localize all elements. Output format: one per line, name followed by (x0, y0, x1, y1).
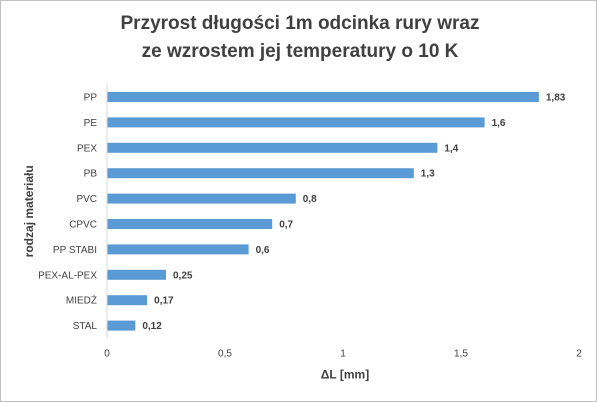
bar-miedź (107, 295, 148, 306)
chart-title: Przyrost długości 1m odcinka rury wraz ze… (60, 10, 540, 66)
y-axis-label: rodzaj materiału (22, 165, 36, 257)
data-label: 0,17 (154, 296, 174, 307)
category-label: PB (84, 169, 98, 180)
x-tick-label: 1,5 (454, 348, 468, 359)
category-label: PVC (76, 194, 97, 205)
data-label: 1,4 (444, 143, 458, 154)
data-label: 1,3 (421, 169, 435, 180)
chart-title-line: Przyrost długości 1m odcinka rury wraz (120, 13, 480, 34)
category-label: PEX (77, 143, 97, 154)
data-label: 0,25 (173, 270, 193, 281)
bar-pb (107, 168, 414, 179)
x-tick-label: 1 (340, 348, 346, 359)
x-tick-label: 0 (104, 348, 110, 359)
category-label: PE (84, 118, 98, 129)
category-label: MIEDŹ (66, 294, 97, 307)
bar-pex-al-pex (107, 269, 166, 280)
data-label: 0,12 (142, 321, 162, 332)
data-label: 1,83 (546, 93, 566, 104)
category-label: CPVC (69, 220, 97, 231)
bar-pvc (107, 193, 296, 204)
bar-stal (107, 320, 136, 331)
bar-cpvc (107, 219, 273, 229)
category-label: PP STABI (53, 245, 97, 256)
category-label: PEX-AL-PEX (38, 270, 97, 281)
chart-title-line: ze wzrostem jej temperatury o 10 K (141, 41, 459, 62)
bar-pex (107, 142, 438, 153)
data-label: 1,6 (492, 118, 506, 129)
category-label: STAL (73, 321, 98, 332)
data-label: 0,7 (279, 220, 293, 231)
category-label: PP (84, 93, 98, 104)
data-label: 0,6 (256, 245, 270, 256)
bar-pp-stabi (107, 244, 249, 255)
x-tick-label: 0,5 (218, 348, 232, 359)
data-label: 0,8 (303, 194, 317, 205)
bar-pe (107, 117, 485, 128)
x-tick-label: 2 (576, 348, 582, 359)
x-axis-label: ΔL [mm] (321, 367, 369, 381)
bar-pp (107, 92, 539, 102)
